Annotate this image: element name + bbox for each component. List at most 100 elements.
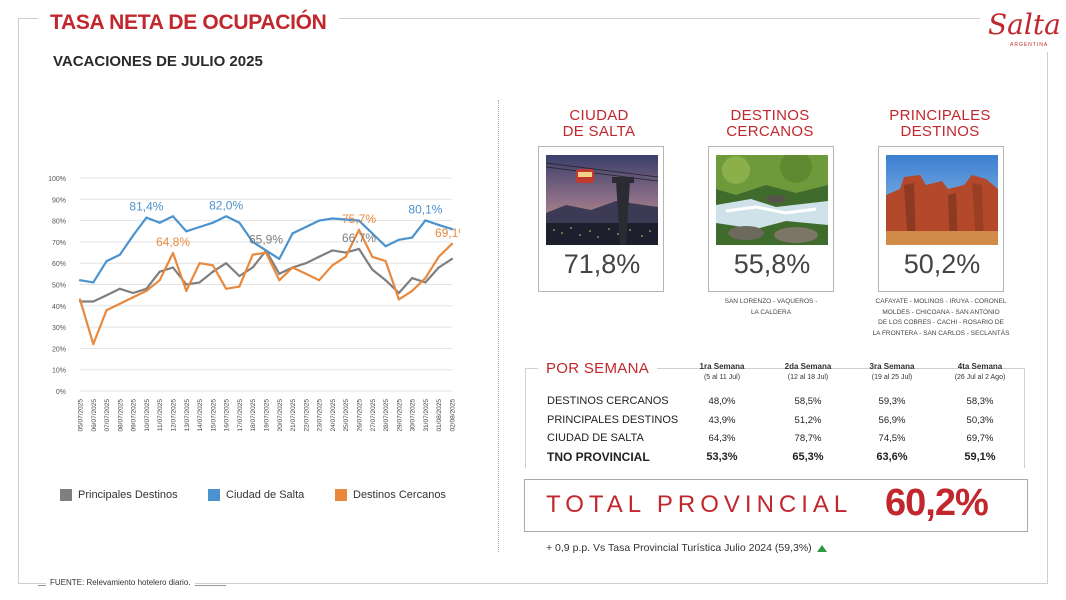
- data-point: [291, 266, 294, 269]
- x-tick-label: 24/07/2025: [330, 399, 337, 432]
- category-title-line: DESTINOS: [900, 123, 980, 140]
- x-tick-label: 08/07/2025: [117, 399, 124, 432]
- data-point: [437, 266, 440, 269]
- data-point: [344, 255, 347, 258]
- weekly-table-frame: [525, 368, 1025, 468]
- data-point: [171, 251, 175, 255]
- data-point: [225, 215, 228, 218]
- data-point: [132, 234, 135, 237]
- data-point: [450, 228, 454, 231]
- data-point: [384, 259, 387, 263]
- x-tick-label: 10/07/2025: [144, 399, 151, 432]
- data-point: [331, 249, 334, 252]
- cell-value: 53,3%: [706, 451, 738, 463]
- page-frame: [18, 18, 1048, 584]
- x-tick-label: 19/07/2025: [264, 399, 271, 432]
- week-range: (19 al 25 Jul): [871, 374, 913, 381]
- data-point: [304, 262, 307, 265]
- data-point: [371, 268, 374, 271]
- data-point: [344, 251, 347, 254]
- note-line: LA CALDERA: [750, 308, 792, 316]
- data-point: [357, 247, 361, 251]
- category-title-cercanos: DESTINOS CERCANOS: [705, 108, 835, 140]
- cell-value: 78,7%: [794, 433, 822, 444]
- data-point: [171, 215, 175, 218]
- total-provincial-label: TOTAL PROVINCIAL: [546, 491, 853, 518]
- data-point: [278, 272, 281, 275]
- category-note-cercanos: SAN LORENZO - VAQUEROS - LA CALDERA: [716, 297, 826, 318]
- data-point: [211, 264, 214, 267]
- x-tick-label: 25/07/2025: [343, 399, 350, 432]
- weekly-table-title: POR SEMANA: [538, 360, 658, 377]
- note-line: MOLDES - CHICOANA - SAN ANTONIO: [882, 308, 1000, 316]
- cell-value: 58,5%: [794, 396, 822, 407]
- row-label-ciudad: CIUDAD DE SALTA: [547, 432, 644, 444]
- page-subtitle: VACACIONES DE JULIO 2025: [53, 53, 263, 70]
- footer-source: FUENTE: Relevamiento hotelero diario.: [46, 577, 195, 589]
- occupancy-line-chart: 0% 10% 20% 30% 40% 50% 60% 70% 80% 90% 100% 05/07/2…: [48, 176, 460, 432]
- data-point: [78, 279, 82, 282]
- week-header-3: 3ra Semana (19 al 25 Jul): [847, 362, 937, 383]
- data-point: [238, 221, 241, 224]
- data-point: [118, 287, 121, 290]
- data-point: [291, 232, 294, 235]
- data-point: [92, 300, 95, 303]
- week-header-2: 2da Semana (12 al 18 Jul): [763, 362, 853, 383]
- row-label-principales: PRINCIPALES DESTINOS: [547, 414, 679, 426]
- river-photo-icon: [716, 155, 828, 245]
- x-tick-label: 01/08/2025: [436, 399, 443, 432]
- week-name: 1ra Semana: [699, 362, 745, 371]
- data-point: [304, 272, 307, 275]
- legend-item-principales: Principales Destinos: [60, 489, 178, 501]
- x-tick-label: 21/07/2025: [290, 399, 297, 432]
- category-title-line: CIUDAD: [569, 107, 629, 124]
- x-tick-label: 29/07/2025: [396, 399, 403, 432]
- data-point: [158, 221, 161, 224]
- legend-swatch-blue: [208, 489, 220, 501]
- data-point: [198, 262, 201, 265]
- x-tick-label: 27/07/2025: [370, 399, 377, 432]
- data-point: [92, 343, 95, 346]
- data-point: [384, 279, 387, 282]
- cell-value: 51,2%: [794, 415, 822, 426]
- data-point: [78, 298, 82, 301]
- data-point: [397, 298, 400, 301]
- legend-item-ciudad: Ciudad de Salta: [208, 489, 304, 501]
- data-point: [105, 294, 108, 297]
- data-point: [437, 223, 440, 226]
- comparison-text: + 0,9 p.p. Vs Tasa Provincial Turística …: [546, 542, 812, 554]
- data-point: [92, 281, 95, 284]
- cell-value: 50,3%: [966, 415, 994, 426]
- x-tick-label: 05/07/2025: [78, 399, 85, 432]
- category-percentage: 55,8%: [733, 249, 811, 279]
- y-tick-label: 50%: [52, 283, 66, 290]
- note-line: DE LOS COBRES - CACHI - ROSARIO DE: [878, 319, 1004, 326]
- y-tick-label: 0%: [56, 389, 66, 396]
- week-header-1: 1ra Semana (5 al 11 Jul): [677, 362, 767, 383]
- cell-value: 56,9%: [878, 415, 906, 426]
- data-label: 64,8%: [156, 235, 190, 249]
- data-point: [331, 264, 334, 267]
- data-point: [331, 217, 334, 220]
- data-point: [357, 219, 361, 222]
- data-point: [278, 257, 281, 261]
- x-tick-label: 02/08/2025: [450, 399, 457, 432]
- data-point: [251, 240, 254, 243]
- data-point: [411, 289, 414, 292]
- data-point: [318, 219, 321, 222]
- x-tick-label: 31/07/2025: [423, 399, 430, 432]
- category-note-principales: CAFAYATE - MOLINOS - IRUYA - CORONEL MOL…: [870, 297, 1012, 339]
- page-title: TASA NETA DE OCUPACIÓN: [50, 11, 327, 34]
- week-name: 2da Semana: [784, 362, 832, 371]
- data-point: [318, 255, 321, 258]
- category-card-ciudad: 71,8%: [538, 146, 664, 292]
- category-title-line: DESTINOS: [730, 107, 810, 124]
- cell-value: 65,3%: [792, 451, 824, 463]
- y-tick-label: 10%: [52, 368, 66, 375]
- column-divider: [498, 100, 499, 552]
- data-point: [304, 225, 307, 229]
- data-point: [118, 302, 121, 305]
- data-point: [251, 253, 254, 256]
- x-tick-label: 26/07/2025: [357, 399, 364, 432]
- cell-value: 59,1%: [964, 451, 996, 463]
